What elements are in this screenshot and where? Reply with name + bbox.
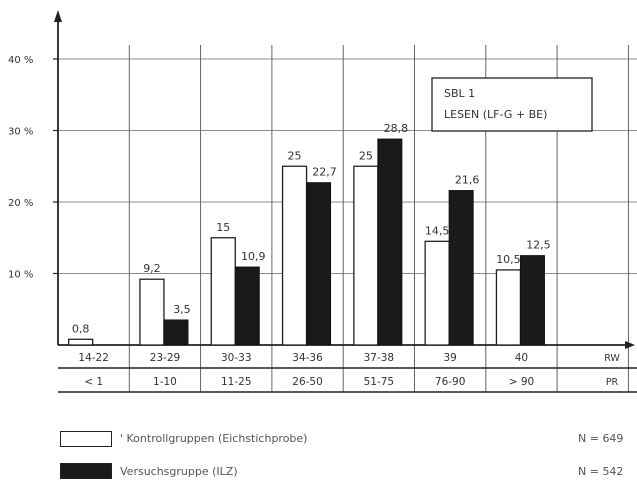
data-label-test: 21,6 <box>455 174 480 187</box>
category-label-pr: < 1 <box>84 376 103 388</box>
legend-label-test: Versuchsgruppe (ILZ) <box>120 465 238 478</box>
data-label-test: 10,9 <box>241 250 266 263</box>
legend-item-control: ' Kontrollgruppen (Eichstichprobe) N = 6… <box>0 430 637 452</box>
category-label-rw: 14-22 <box>78 352 109 364</box>
legend-n-test: N = 542 <box>578 465 624 478</box>
bar-test <box>377 138 403 346</box>
y-tick-label: 20 % <box>8 198 33 209</box>
bar-test <box>448 190 474 346</box>
data-label-control: 0,8 <box>72 322 90 335</box>
bar-control <box>495 269 522 346</box>
data-label-control: 25 <box>359 149 373 162</box>
category-label-rw: 34-36 <box>292 352 323 364</box>
bar-control <box>139 278 165 346</box>
row-label-pr: PR <box>606 377 619 388</box>
title-box <box>431 77 593 132</box>
legend-n-control: N = 649 <box>578 432 624 445</box>
bar-control <box>424 240 450 346</box>
legend-swatch-test <box>60 463 112 479</box>
legend-item-test: Versuchsgruppe (ILZ) N = 542 <box>0 463 637 485</box>
y-tick-label: 10 % <box>8 270 33 281</box>
row-label-rw: RW <box>604 353 620 364</box>
x-axis-arrow <box>625 341 635 349</box>
y-tick-label: 40 % <box>8 55 33 66</box>
legend-swatch-control <box>60 431 112 447</box>
bar-control <box>281 165 308 346</box>
category-label-pr: 51-75 <box>364 376 395 388</box>
legend: ' Kontrollgruppen (Eichstichprobe) N = 6… <box>0 425 637 482</box>
bar-test <box>163 319 189 346</box>
data-label-control: 9,2 <box>143 262 161 275</box>
category-label-pr: 26-50 <box>292 376 323 388</box>
category-label-pr: 11-25 <box>221 376 252 388</box>
category-label-rw: 37-38 <box>364 352 395 364</box>
legend-label-control: ' Kontrollgruppen (Eichstichprobe) <box>120 432 308 445</box>
bar-chart: 10 % 20 % 30 % 40 % 0,8 14-22 < 1 9,2 3,5 23-29 1-… <box>8 10 637 393</box>
data-label-control: 10,5 <box>496 253 521 266</box>
title-box-line2: LESEN (LF-G + BE) <box>444 108 547 121</box>
bar-control <box>210 237 236 346</box>
category-label-pr: 76-90 <box>435 376 466 388</box>
data-label-control: 14,5 <box>425 224 450 237</box>
category-label-pr: > 90 <box>509 376 535 388</box>
y-tick-label: 30 % <box>8 127 33 138</box>
bar-control <box>68 338 94 346</box>
bar-control <box>353 165 379 346</box>
data-label-test: 22,7 <box>312 166 337 179</box>
category-label-rw: 39 <box>443 352 456 364</box>
bar-test <box>306 182 332 346</box>
data-label-test: 12,5 <box>526 239 551 252</box>
category-label-rw: 40 <box>515 352 528 364</box>
bar-test <box>519 255 545 346</box>
category-label-rw: 23-29 <box>150 352 181 364</box>
data-label-control: 15 <box>216 221 230 234</box>
bar-test <box>234 266 260 346</box>
title-box-line1: SBL 1 <box>444 87 475 100</box>
y-axis-arrow <box>54 10 62 22</box>
data-label-test: 28,8 <box>384 122 409 135</box>
data-label-test: 3,5 <box>173 303 191 316</box>
category-label-pr: 1-10 <box>153 376 177 388</box>
category-label-rw: 30-33 <box>221 352 252 364</box>
data-label-control: 25 <box>288 149 302 162</box>
